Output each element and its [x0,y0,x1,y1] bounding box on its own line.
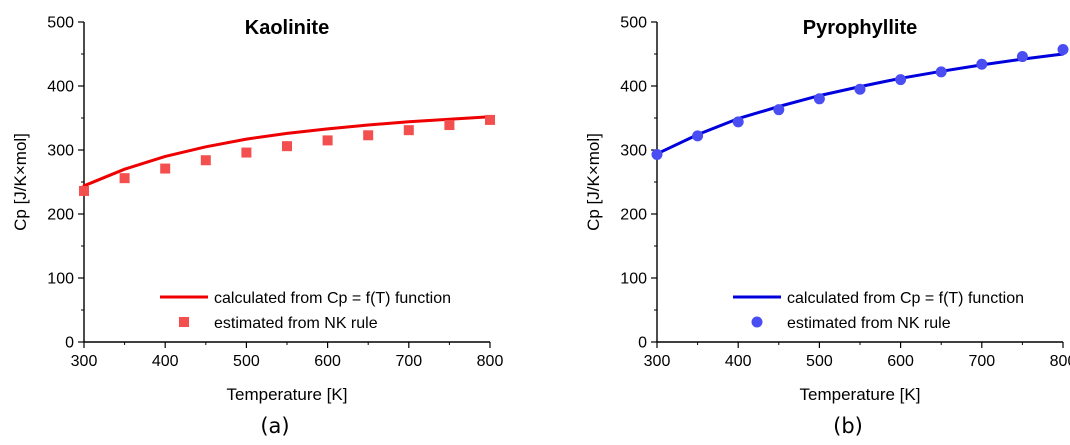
series-line [655,52,1065,156]
x-tick-label: 800 [477,353,504,370]
data-point-circle [895,74,907,86]
data-point-circle [1057,44,1069,56]
y-tick-label: 300 [47,143,74,160]
data-point-square [79,185,89,196]
y-tick-label: 200 [620,207,647,224]
y-tick-label: 0 [638,335,647,352]
data-point-circle [732,116,744,128]
data-point-circle [651,148,663,160]
legend-label: estimated from NK rule [214,315,378,332]
x-tick-label: 700 [968,353,995,370]
data-point-square [119,173,130,184]
y-tick-label: 0 [65,335,74,352]
data-point-circle [854,83,866,95]
data-point-circle [976,58,988,70]
data-point-square [363,130,374,141]
x-axis-title: Temperature [K] [800,385,921,404]
chart-panel-b: 0 100 200 300 400 500 300 400 500 600 700 800 Temper… [584,15,1070,439]
x-tick-label: 600 [887,353,914,370]
data-point-square [322,135,333,146]
y-tick-label: 300 [620,143,647,160]
y-tick-label: 100 [47,271,74,288]
chart-title: Kaolinite [245,17,329,39]
y-tick-label: 400 [47,79,74,96]
y-tick-label: 500 [47,15,74,32]
y-tick-label: 200 [47,207,74,224]
data-point-square [200,155,211,166]
data-point-square [444,120,455,131]
x-tick-label: 500 [233,353,260,370]
x-tick-label: 400 [725,353,752,370]
x-axis-title: Temperature [K] [227,385,348,404]
x-tick-label: 300 [644,353,671,370]
x-tick-label: 700 [395,353,422,370]
legend-label: estimated from NK rule [787,315,951,332]
data-point-square [160,163,171,174]
data-point-circle [813,93,825,105]
x-tick-label: 400 [152,353,179,370]
data-point-circle [1016,51,1028,63]
data-point-square [485,114,495,125]
y-axis-title: Cp [J/K×mol] [584,133,603,231]
data-point-circle [935,66,947,78]
data-point-circle [773,104,785,116]
data-point-square [241,147,252,158]
legend-label: calculated from Cp = f(T) function [214,290,451,307]
y-tick-label: 500 [620,15,647,32]
chart-panel-a: 0 100 200 300 400 500 300 400 500 600 700 800 Temper… [11,15,503,439]
data-point-square [282,141,292,152]
panel-label: (a) [260,414,289,438]
x-tick-label: 800 [1050,353,1070,370]
x-tick-label: 500 [806,353,833,370]
legend-circle-swatch [751,316,763,328]
panel-label: (b) [833,414,863,438]
chart-title: Pyrophyllite [803,17,917,39]
y-tick-label: 100 [620,271,647,288]
x-tick-label: 300 [71,353,98,370]
data-point-square [403,125,414,136]
data-point-circle [692,130,704,142]
legend-label: calculated from Cp = f(T) function [787,290,1024,307]
series-line [82,115,492,188]
legend-square-swatch [179,317,189,327]
y-tick-label: 400 [620,79,647,96]
x-tick-label: 600 [314,353,341,370]
y-axis-title: Cp [J/K×mol] [11,133,30,231]
